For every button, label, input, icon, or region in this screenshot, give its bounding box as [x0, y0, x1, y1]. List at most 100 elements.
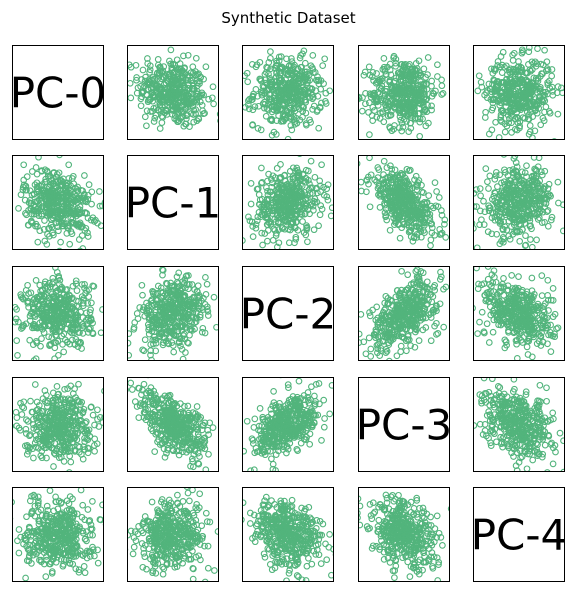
scatter-point: [264, 215, 272, 223]
scatter-point: [476, 318, 483, 326]
scatter-point: [493, 230, 501, 238]
scatter-point: [258, 164, 265, 172]
scatter-point: [4, 194, 10, 200]
scatter-point: [410, 74, 418, 81]
scatter-point: [282, 212, 290, 219]
scatter-point: [408, 286, 416, 293]
scatter-point: [162, 72, 170, 80]
scatter-point: [48, 311, 55, 319]
scatter-point: [541, 46, 548, 54]
scatter-point: [404, 271, 412, 279]
scatter-point: [130, 324, 138, 331]
scatter-point: [61, 211, 69, 219]
scatter-point: [428, 229, 436, 237]
scatter-point: [518, 168, 526, 176]
scatter-point: [152, 314, 159, 322]
scatter-point: [302, 166, 310, 174]
panel-frame: [358, 266, 450, 361]
scatter-point: [358, 107, 366, 115]
scatter-point: [499, 94, 507, 102]
scatter-point: [429, 306, 437, 314]
scatter-point: [63, 194, 71, 202]
scatter-point: [271, 174, 279, 181]
scatter-point: [169, 342, 177, 349]
scatter-point: [402, 60, 409, 68]
scatter-point: [316, 104, 324, 112]
scatter-point: [397, 116, 405, 124]
scatter-point: [488, 126, 496, 134]
scatter-point: [377, 85, 385, 93]
scatter-point: [68, 336, 76, 344]
scatter-point: [269, 236, 277, 244]
scatter-point: [133, 76, 140, 84]
scatter-point: [515, 102, 522, 109]
scatter-point: [398, 179, 405, 186]
scatter-point: [162, 107, 170, 115]
scatter-point: [380, 118, 388, 126]
scatter-point: [38, 335, 45, 342]
scatter-point: [302, 200, 310, 208]
scatter-point: [42, 317, 49, 325]
scatter-point: [520, 86, 528, 94]
scatter-point: [373, 113, 381, 121]
scatter-point: [516, 237, 524, 245]
scatter-point: [84, 229, 91, 237]
scatter-point: [169, 95, 177, 102]
scatter-point: [551, 138, 558, 140]
scatter-point: [258, 229, 266, 237]
scatter-point: [210, 293, 218, 301]
scatter-point: [374, 349, 381, 357]
scatter-point: [147, 297, 155, 305]
scatter-point: [70, 320, 78, 327]
scatter-point: [38, 181, 46, 189]
scatter-point: [524, 89, 532, 97]
scatter-point: [281, 171, 289, 179]
scatter-point: [399, 123, 407, 131]
scatter-point: [478, 216, 485, 224]
scatter-point: [83, 210, 91, 217]
scatter-point: [41, 193, 48, 200]
scatter-point: [531, 58, 539, 66]
scatter-point: [85, 181, 93, 188]
scatter-point: [249, 121, 256, 129]
scatter-point: [491, 175, 499, 183]
panel-frame: [242, 155, 334, 250]
scatter-point: [503, 99, 511, 106]
scatter-point: [505, 83, 513, 91]
scatter-point: [543, 58, 551, 66]
scatter-point: [283, 66, 291, 73]
scatter-point: [191, 319, 198, 327]
scatter-point: [203, 280, 211, 288]
panel-frame: [127, 266, 219, 361]
scatter-point: [60, 348, 68, 356]
scatter-point: [488, 65, 495, 73]
scatter-point: [217, 117, 219, 124]
scatter-point: [427, 314, 435, 321]
scatter-point: [537, 332, 544, 340]
scatter-point: [418, 188, 426, 196]
scatter-point: [35, 155, 42, 161]
scatter-point: [267, 54, 274, 62]
scatter-point: [436, 276, 444, 283]
scatter-point: [501, 63, 508, 71]
scatter-point: [99, 306, 104, 313]
scatter-point: [390, 52, 398, 60]
scatter-point: [401, 178, 409, 186]
scatter-point: [535, 85, 543, 93]
scatter-point: [497, 192, 504, 200]
scatter-panel-0-2: [242, 45, 334, 140]
scatter-point: [512, 204, 520, 211]
scatter-point: [77, 223, 85, 231]
scatter-point: [398, 267, 405, 275]
scatter-point: [101, 199, 104, 206]
scatter-point: [314, 73, 321, 81]
scatter-point: [275, 189, 282, 197]
scatter-panel-1-0: [4, 155, 104, 250]
scatter-point: [510, 168, 517, 176]
scatter-point: [405, 128, 413, 135]
variable-label: PC-0: [10, 69, 107, 118]
scatter-point: [456, 80, 462, 86]
scatter-point: [519, 78, 526, 85]
scatter-point: [433, 319, 440, 327]
scatter-point: [442, 283, 450, 291]
